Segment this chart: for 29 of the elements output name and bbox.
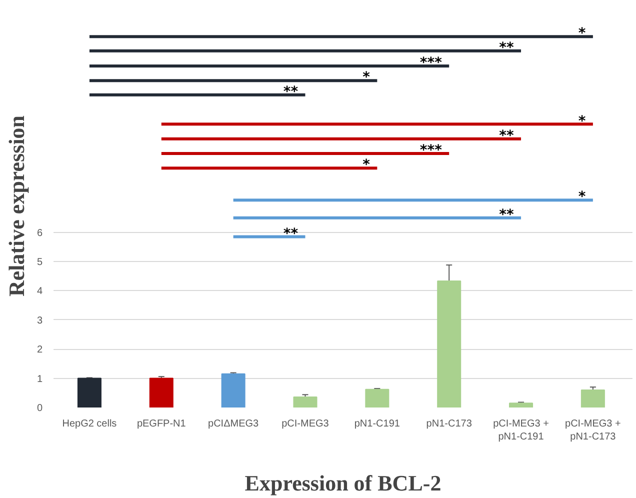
text: *** [420,55,443,72]
text: * [578,113,586,130]
text: * [362,70,371,86]
y-tick-label: 1 [36,374,43,385]
x-tick-label: pN1-C191 [354,418,400,430]
x-tick-label: pEGFP-N1 [136,418,186,430]
text: * [578,26,586,42]
x-tick-label: pCIΔMEG3 [208,418,260,430]
x-tick-label: pN1-C173 [426,418,472,430]
y-tick-label: 3 [36,315,43,326]
text: ** [499,206,514,223]
y-axis-title: Relative expression [4,115,29,297]
y-tick-label: 5 [36,256,43,268]
text: ** [283,84,299,100]
x-tick-label: pCI-MEG3 + pN1-C191 [493,418,550,443]
text: * [362,157,371,174]
text: *** [420,142,443,159]
x-tick-label: HepG2 cells [62,418,117,430]
x-tick-label: pCI-MEG3 + pN1-C173 [565,418,622,443]
y-tick-label: 2 [36,344,43,356]
text: * [578,189,586,206]
y-tick-label: 0 [36,403,43,414]
x-axis-title: Expression of BCL-2 [244,470,442,496]
y-tick-label: 6 [36,228,43,239]
text: ** [499,40,514,56]
x-tick-label: pCI-MEG3 [282,418,330,430]
y-tick-label: 4 [36,286,43,298]
annotation: ** [283,226,299,242]
text: ** [499,128,514,144]
